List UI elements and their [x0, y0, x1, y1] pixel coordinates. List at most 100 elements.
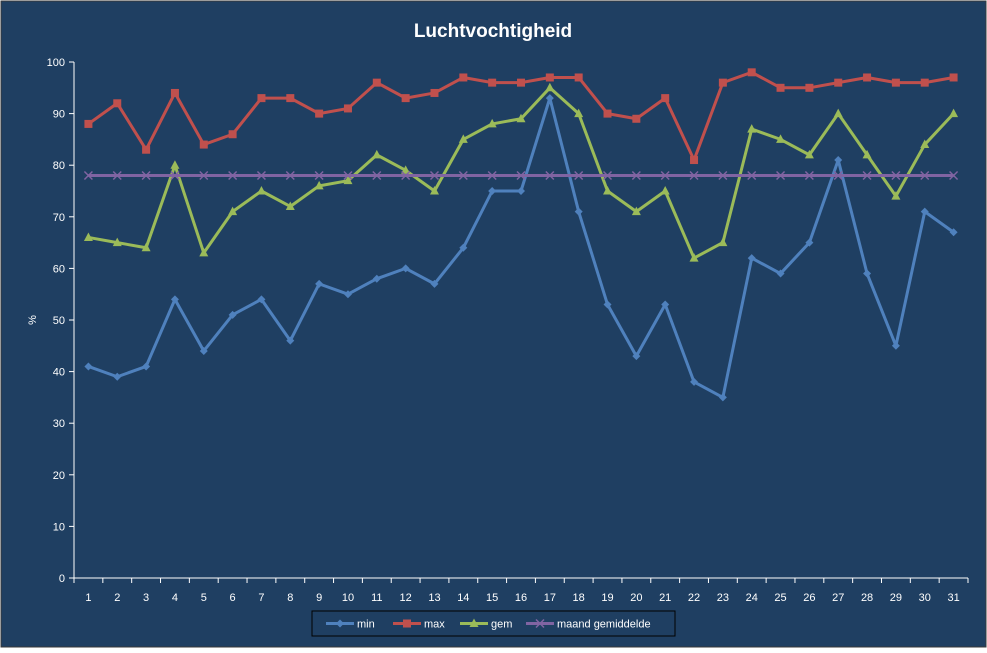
data-point	[602, 170, 613, 181]
data-point	[891, 341, 900, 350]
data-point	[631, 206, 641, 216]
data-point	[603, 186, 613, 195]
data-point	[401, 170, 411, 181]
data-point	[315, 279, 324, 288]
data-point	[343, 175, 353, 185]
x-tick-label: 20	[630, 592, 642, 604]
data-point	[286, 94, 295, 103]
x-tick-label: 6	[230, 592, 236, 604]
y-tick-label: 60	[53, 263, 65, 275]
series-min	[84, 94, 958, 402]
data-point	[488, 187, 497, 195]
legend-marker	[403, 619, 411, 628]
data-point	[949, 228, 958, 237]
data-point	[776, 134, 786, 143]
x-tick-label: 13	[428, 592, 440, 604]
data-point	[833, 170, 843, 181]
legend-label: gem	[491, 619, 512, 631]
x-tick-label: 22	[688, 592, 700, 604]
x-tick-label: 4	[172, 592, 178, 604]
data-point	[517, 78, 525, 87]
data-point	[170, 88, 179, 97]
data-point	[84, 119, 93, 128]
x-tick-label: 16	[515, 592, 527, 604]
x-tick-label: 3	[143, 592, 149, 604]
data-point	[113, 372, 122, 381]
x-tick-label: 18	[573, 592, 585, 604]
data-point	[170, 160, 180, 169]
data-point	[141, 170, 151, 181]
data-point	[920, 170, 930, 181]
data-point	[315, 109, 324, 118]
data-point	[863, 73, 872, 82]
data-point	[343, 104, 352, 113]
data-point	[429, 186, 439, 195]
data-point	[804, 149, 814, 159]
data-point	[949, 73, 958, 82]
data-point	[660, 170, 670, 181]
data-point	[891, 191, 901, 200]
series-maand-gemiddelde	[83, 170, 959, 181]
data-point	[401, 165, 411, 174]
data-point	[631, 170, 641, 181]
data-point	[718, 393, 727, 402]
x-tick-label: 31	[947, 592, 959, 604]
data-point	[285, 170, 295, 181]
y-tick-label: 40	[53, 367, 65, 379]
data-point	[199, 140, 208, 149]
data-point	[949, 170, 959, 181]
data-point	[920, 207, 929, 216]
data-point	[488, 78, 497, 87]
data-point	[862, 149, 872, 159]
legend: min max gem maand gemiddelde	[311, 610, 676, 637]
data-point	[545, 82, 555, 92]
x-tick-label: 15	[486, 592, 498, 604]
data-point	[776, 170, 786, 181]
data-point	[545, 170, 555, 181]
data-point	[949, 108, 959, 118]
x-tick-label: 5	[201, 592, 207, 604]
data-point	[228, 130, 237, 139]
data-point	[430, 279, 439, 288]
y-tick-label: 10	[53, 521, 65, 533]
y-tick-label: 70	[53, 212, 65, 224]
data-point	[228, 206, 238, 216]
data-point	[84, 362, 93, 371]
data-point	[372, 78, 381, 87]
data-point	[517, 187, 525, 195]
data-point	[689, 170, 699, 181]
x-tick-label: 1	[85, 592, 91, 604]
data-point	[718, 170, 728, 181]
x-tick-label: 26	[803, 592, 815, 604]
data-point	[286, 336, 295, 345]
legend-box	[311, 610, 676, 637]
y-tick-label: 80	[53, 160, 65, 172]
data-point	[459, 243, 468, 252]
series-gem	[83, 82, 959, 262]
legend-marker	[336, 619, 344, 628]
x-tick-label: 30	[919, 592, 931, 604]
data-point	[170, 170, 180, 181]
x-tick-label: 25	[774, 592, 786, 604]
legend-marker	[469, 618, 479, 627]
data-point	[747, 68, 756, 77]
data-point	[314, 180, 324, 190]
data-point	[574, 207, 583, 216]
data-point	[833, 108, 843, 118]
data-point	[718, 78, 727, 87]
legend-label: maand gemiddelde	[557, 619, 651, 631]
series-group	[83, 68, 959, 402]
data-point	[83, 232, 93, 241]
data-point	[632, 114, 641, 123]
data-point	[429, 170, 440, 181]
data-point	[199, 170, 209, 181]
data-point	[343, 290, 352, 299]
data-point	[545, 94, 554, 103]
data-point	[343, 170, 353, 181]
data-point	[891, 170, 901, 181]
y-tick-label: 0	[59, 573, 65, 585]
data-point	[142, 362, 151, 371]
data-point	[632, 352, 641, 361]
